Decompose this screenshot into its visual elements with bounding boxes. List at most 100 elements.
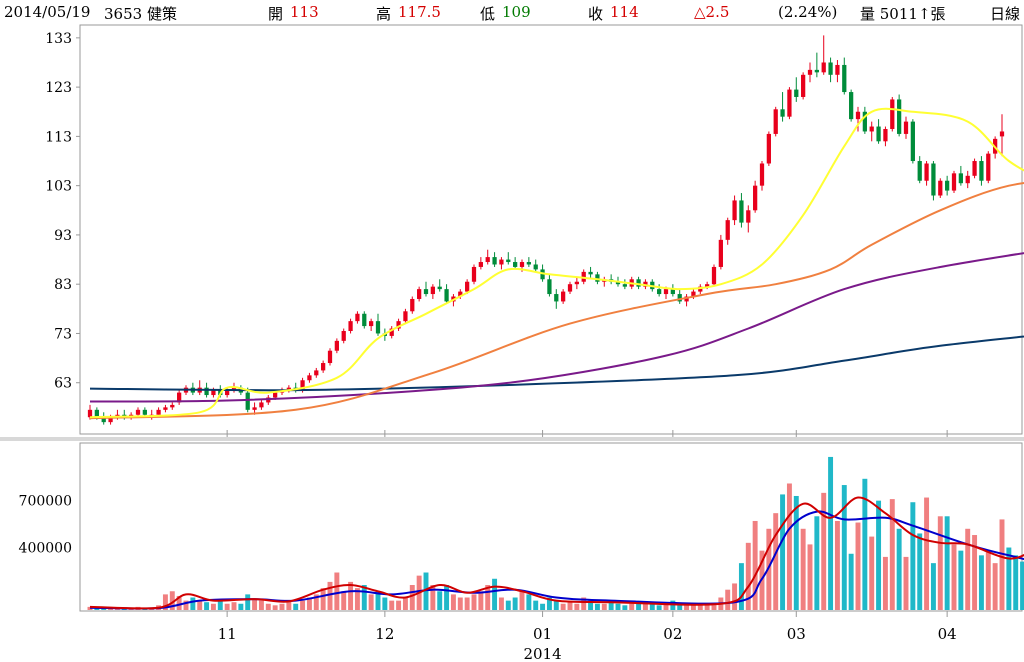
candle-body — [410, 298, 415, 312]
candle-body — [225, 390, 230, 396]
volume-bar — [903, 556, 909, 610]
volume-bar — [300, 600, 306, 610]
volume-bar — [992, 563, 998, 610]
period-label: 日線 — [990, 5, 1021, 23]
candle-body — [369, 321, 374, 327]
low-value: 109 — [502, 3, 531, 21]
volume-bar — [505, 600, 511, 610]
volume-bar — [485, 585, 491, 610]
candle-body — [375, 321, 381, 334]
candle-body — [759, 163, 765, 186]
volume-bar — [773, 513, 779, 610]
volume-bar — [190, 597, 196, 610]
volume-bar — [231, 602, 237, 610]
candle-body — [869, 126, 874, 132]
candle-body — [835, 64, 840, 75]
close-label: 收 — [588, 5, 604, 23]
price-panel-frame — [79, 24, 1023, 435]
candle-body — [307, 375, 312, 381]
candle-body — [506, 259, 511, 263]
candle-body — [513, 262, 518, 267]
candle-body — [355, 313, 360, 322]
volume-bar — [704, 603, 710, 610]
volume-bar — [944, 516, 950, 610]
volume-bar — [951, 544, 957, 610]
high-value: 117.5 — [398, 3, 441, 21]
volume-bar — [341, 591, 347, 610]
candle-body — [252, 407, 257, 410]
candle-body — [458, 291, 463, 297]
volume-bar — [533, 600, 539, 610]
candle-body — [814, 69, 819, 73]
volume-bar — [368, 594, 374, 610]
volume-series — [87, 456, 1024, 610]
candle-body — [471, 266, 477, 282]
price-tick-label: 123 — [45, 80, 72, 96]
candle-body — [821, 62, 826, 73]
volume-bar — [348, 581, 354, 610]
volume-bar — [224, 603, 230, 610]
volume-bar — [841, 485, 847, 610]
candle-body — [341, 331, 346, 341]
volume-bar — [670, 600, 676, 610]
volume-bar — [608, 600, 614, 610]
candle-body — [677, 294, 682, 302]
volume-bar — [780, 494, 786, 610]
volume-bar — [409, 585, 415, 610]
volume-bar — [663, 603, 669, 610]
panel-separator — [0, 437, 1024, 441]
candle-body — [211, 390, 216, 396]
candle-body — [245, 392, 250, 410]
volume-moving-average-lines — [89, 496, 1024, 610]
candle-body — [931, 163, 936, 196]
volume-bar — [869, 536, 875, 610]
volume-bar — [800, 528, 806, 610]
month-tick-label: 01 — [533, 625, 552, 643]
ma120-line — [89, 335, 1024, 392]
candle-body — [917, 161, 922, 181]
candle-body — [547, 279, 552, 295]
volume-bar — [217, 600, 223, 610]
volume-bar — [999, 519, 1005, 610]
volume-bar — [622, 605, 628, 610]
candle-body — [910, 121, 915, 162]
candle-body — [732, 200, 737, 221]
volume-bar — [238, 603, 244, 610]
volume-bar — [574, 603, 580, 610]
price-tick-label: 83 — [54, 277, 72, 293]
price-change: △2.5 — [694, 3, 730, 21]
candle-body — [842, 64, 847, 93]
candle-body — [334, 340, 339, 351]
volume-bar — [828, 456, 834, 610]
candle-body — [362, 313, 367, 327]
candle-body — [739, 200, 744, 223]
volume-bar — [471, 594, 477, 610]
candle-body — [862, 111, 867, 132]
candle-body — [670, 289, 675, 295]
volume-bar — [389, 600, 395, 610]
candle-body — [780, 109, 785, 117]
candle-body — [828, 62, 833, 75]
volume-bar — [444, 585, 450, 610]
volume-bar — [821, 492, 827, 610]
candle-body — [972, 161, 977, 176]
candle-body — [684, 296, 689, 302]
volume-bar — [684, 603, 690, 610]
candle-body — [938, 180, 943, 196]
volume-bar — [492, 578, 498, 610]
volume-bar — [540, 603, 546, 610]
candle-body — [924, 163, 929, 181]
candle-body — [108, 417, 113, 423]
volume-bar — [265, 603, 271, 610]
candle-body — [581, 271, 586, 282]
volume-tick-label: 700000 — [19, 494, 72, 510]
price-tick-label: 113 — [45, 129, 72, 145]
low-label: 低 — [480, 5, 496, 23]
candle-body — [163, 407, 168, 410]
volume-bar — [629, 603, 635, 610]
volume-bar — [581, 597, 587, 610]
volume-bar — [594, 603, 600, 610]
volume-bar — [814, 516, 820, 610]
volume-bar — [1020, 561, 1024, 610]
